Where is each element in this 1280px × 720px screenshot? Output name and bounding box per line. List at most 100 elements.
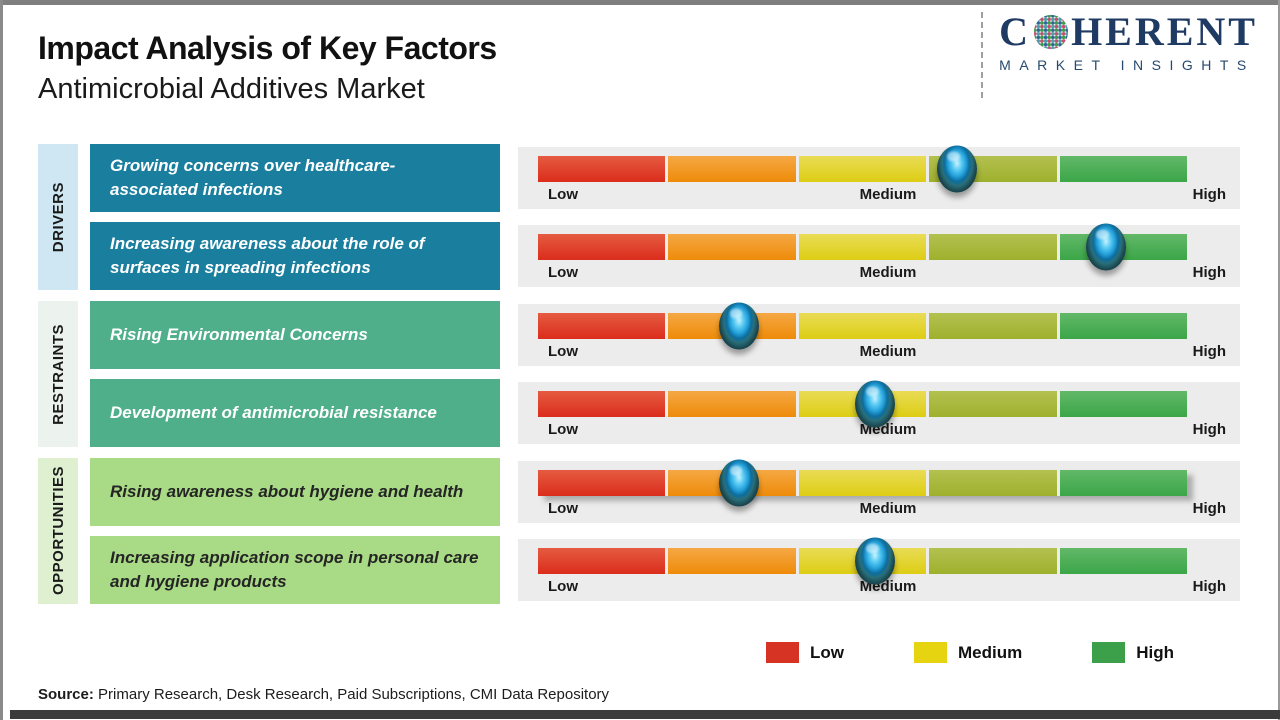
bar-segment-red (538, 156, 666, 182)
scale-label-high: High (1192, 500, 1226, 517)
page-title: Impact Analysis of Key Factors (38, 30, 497, 66)
bar-segment-orange (668, 391, 796, 417)
bar-segment-orange (668, 156, 796, 182)
category-label: OPPORTUNITIES (49, 466, 67, 596)
factor-label: Rising Environmental Concerns (110, 325, 368, 345)
impact-bar (538, 302, 1188, 350)
factor-row: Rising Environmental Concerns Low Medi (90, 301, 1240, 369)
impact-scale: Low Medium High (518, 380, 1240, 444)
impact-marker-icon (1085, 223, 1126, 271)
bar-segment-green (1059, 470, 1188, 496)
factor-box: Rising awareness about hygiene and healt… (90, 458, 500, 526)
bar-segment-red (538, 313, 666, 339)
category-strip-restraints: RESTRAINTS (38, 301, 78, 447)
left-border (0, 0, 3, 720)
scale-label-low: Low (548, 578, 578, 595)
impact-scale: Low Medium High (518, 459, 1240, 523)
impact-bar (538, 223, 1188, 271)
logo-wordmark: C HERENT (999, 12, 1258, 52)
impact-marker-icon (855, 537, 896, 585)
factor-row: Increasing application scope in personal… (90, 536, 1240, 604)
impact-scale: Low Medium High (518, 537, 1240, 601)
impact-bar (538, 537, 1188, 585)
right-border (1278, 0, 1280, 720)
impact-marker-icon (855, 380, 896, 428)
factor-box: Rising Environmental Concerns (90, 301, 500, 369)
legend: Low Medium High (766, 642, 1174, 663)
bar-segment-yellow (798, 234, 927, 260)
scale-label-medium: Medium (859, 500, 917, 517)
factor-label: Growing concerns over healthcare-associa… (110, 156, 396, 199)
bar-segment-green (1059, 156, 1188, 182)
bar-segment-yellow (798, 156, 927, 182)
factor-row: Growing concerns over healthcare-associa… (90, 144, 1240, 212)
impact-scale: Low Medium High (518, 145, 1240, 209)
factor-label: Development of antimicrobial resistance (110, 403, 437, 423)
bar-segment-orange (668, 548, 796, 574)
factor-label: Rising awareness about hygiene and healt… (110, 482, 464, 502)
bottom-bar (10, 710, 1280, 719)
factor-box: Increasing awareness about the role of s… (90, 222, 500, 290)
scale-label-low: Low (548, 343, 578, 360)
logo-tagline: MARKET INSIGHTS (999, 57, 1255, 73)
coherent-logo: C HERENT (999, 12, 1258, 74)
bar-segment-red (538, 234, 666, 260)
legend-label: Low (810, 642, 844, 662)
logo-divider (981, 12, 984, 98)
bar-segment-yellow (798, 470, 927, 496)
source-text: Primary Research, Desk Research, Paid Su… (98, 686, 610, 703)
factor-row: Increasing awareness about the role of s… (90, 222, 1240, 290)
bar-segment-olive (929, 234, 1057, 260)
impact-marker-icon (719, 459, 760, 507)
bar-segment-olive (929, 313, 1057, 339)
factor-row: Rising awareness about hygiene and healt… (90, 458, 1240, 526)
factor-box: Growing concerns over healthcare-associa… (90, 144, 500, 212)
factor-label: Increasing awareness about the role of s… (110, 234, 425, 277)
bar-segment-red (538, 391, 666, 417)
scale-label-high: High (1192, 186, 1226, 203)
header: Impact Analysis of Key Factors Antimicro… (38, 30, 497, 106)
factor-row: Development of antimicrobial resistance … (90, 379, 1240, 447)
impact-scale: Low Medium High (518, 302, 1240, 366)
group-drivers: DRIVERS Growing concerns over healthcare… (38, 144, 1240, 290)
legend-label: High (1136, 642, 1175, 662)
factor-label: Increasing application scope in personal… (110, 548, 479, 591)
source-line: Source: Primary Research, Desk Research,… (38, 686, 609, 703)
scale-label-low: Low (548, 186, 578, 203)
group-restraints: RESTRAINTS Rising Environmental Concerns (38, 301, 1240, 447)
logo-letter-c: C (999, 9, 1032, 54)
bar-segment-green (1059, 391, 1188, 417)
legend-swatch-medium (914, 642, 947, 663)
bar-segment-olive (929, 548, 1057, 574)
bar-segment-yellow (798, 313, 927, 339)
impact-bar (538, 459, 1188, 507)
globe-icon (1033, 14, 1069, 50)
category-label: RESTRAINTS (49, 323, 67, 425)
impact-scale: Low Medium High (518, 223, 1240, 287)
bar-segment-green (1059, 548, 1188, 574)
scale-label-high: High (1192, 264, 1226, 281)
page-subtitle: Antimicrobial Additives Market (38, 73, 425, 105)
scale-label-low: Low (548, 421, 578, 438)
impact-marker-icon (936, 145, 977, 193)
factor-box: Development of antimicrobial resistance (90, 379, 500, 447)
impact-analysis-grid: DRIVERS Growing concerns over healthcare… (38, 144, 1240, 604)
brand-logo: C HERENT (981, 12, 1258, 98)
bar-segment-red (538, 470, 666, 496)
factor-box: Increasing application scope in personal… (90, 536, 500, 604)
logo-letters-herent: HERENT (1071, 9, 1258, 54)
group-opportunities: OPPORTUNITIES Rising awareness about hyg… (38, 458, 1240, 604)
bar-segment-green (1059, 313, 1188, 339)
legend-item-medium: Medium (914, 642, 1022, 663)
bar-segment-orange (668, 234, 796, 260)
top-border (0, 0, 1280, 5)
bar-segment-olive (929, 470, 1057, 496)
scale-label-high: High (1192, 421, 1226, 438)
scale-label-medium: Medium (859, 264, 917, 281)
scale-label-medium: Medium (859, 343, 917, 360)
legend-item-low: Low (766, 642, 844, 663)
impact-bar (538, 380, 1188, 428)
scale-label-low: Low (548, 500, 578, 517)
bar-segment-olive (929, 391, 1057, 417)
